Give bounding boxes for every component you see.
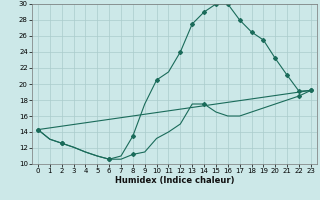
X-axis label: Humidex (Indice chaleur): Humidex (Indice chaleur) (115, 176, 234, 185)
